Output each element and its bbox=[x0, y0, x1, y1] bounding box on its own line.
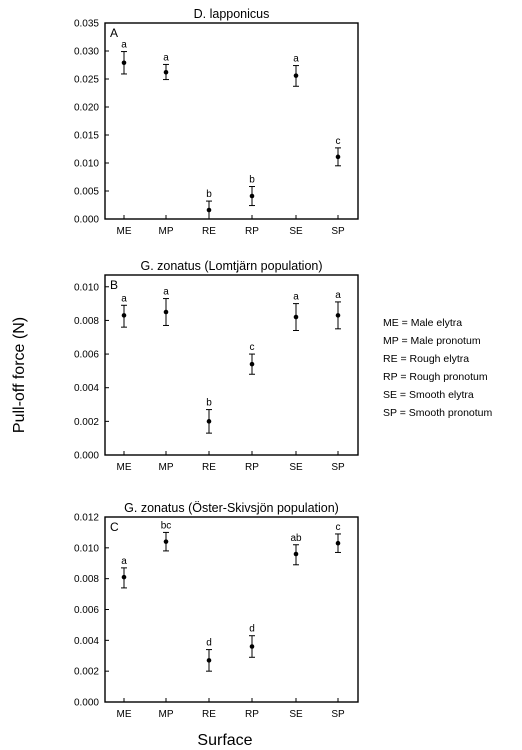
panel-title: G. zonatus (Öster-Skivsjön population) bbox=[124, 501, 339, 515]
panel-b: G. zonatus (Lomtjärn population) B 0.000 0.… bbox=[74, 259, 359, 473]
y-tick-label: 0.005 bbox=[74, 187, 99, 198]
y-tick-label: 0.010 bbox=[74, 282, 99, 293]
significance-letter: a bbox=[293, 54, 299, 65]
panel-title: G. zonatus (Lomtjärn population) bbox=[140, 259, 322, 273]
y-tick-label: 0.010 bbox=[74, 159, 99, 170]
x-tick-label: SE bbox=[289, 226, 303, 237]
significance-letter: ab bbox=[290, 533, 302, 544]
y-tick-label: 0.025 bbox=[74, 75, 99, 86]
legend-item: MP = Male pronotum bbox=[383, 335, 481, 347]
legend: ME = Male elytra MP = Male pronotum RE =… bbox=[383, 317, 492, 419]
panel-c: G. zonatus (Öster-Skivsjön population)C0… bbox=[74, 501, 359, 720]
panel-a: D. lapponicus A 0.000 0.005 0.010 0.015 0.020 0… bbox=[74, 7, 359, 237]
data-point bbox=[121, 60, 127, 66]
y-tick-label: 0.012 bbox=[74, 513, 99, 524]
x-tick-label: RE bbox=[202, 226, 216, 237]
data-point bbox=[249, 193, 255, 199]
x-tick-label: MP bbox=[159, 462, 174, 473]
y-tick-label: 0.004 bbox=[74, 383, 99, 394]
x-tick-label: MP bbox=[159, 709, 174, 720]
plot-frame bbox=[104, 516, 359, 703]
x-tick-label: RE bbox=[202, 462, 216, 473]
y-tick-label: 0.008 bbox=[74, 316, 99, 327]
y-tick-label: 0.030 bbox=[74, 47, 99, 58]
significance-letter: a bbox=[335, 290, 341, 301]
significance-letter: a bbox=[163, 52, 169, 63]
x-tick-label: RE bbox=[202, 709, 216, 720]
data-point bbox=[121, 313, 127, 318]
x-tick-label: SE bbox=[289, 709, 303, 720]
y-tick-label: 0.015 bbox=[74, 131, 99, 142]
significance-letter: b bbox=[249, 175, 255, 186]
data-point bbox=[249, 361, 255, 367]
x-tick-label: RP bbox=[245, 709, 259, 720]
data-point bbox=[206, 658, 212, 663]
x-tick-label: ME bbox=[117, 226, 132, 237]
data-point bbox=[206, 207, 212, 213]
data-point bbox=[335, 154, 341, 160]
data-point bbox=[335, 313, 341, 318]
legend-item: ME = Male elytra bbox=[383, 317, 462, 329]
plot-frame bbox=[104, 22, 359, 220]
y-tick-label: 0.000 bbox=[74, 451, 99, 462]
significance-letter: b bbox=[206, 189, 212, 200]
y-tick-label: 0.020 bbox=[74, 103, 99, 114]
significance-letter: d bbox=[249, 624, 255, 635]
chart-panels: D. lapponicus A 0.000 0.005 0.010 0.015 0.020 0… bbox=[74, 7, 359, 720]
data-point bbox=[293, 551, 299, 557]
data-point bbox=[163, 309, 169, 315]
x-tick-label: SP bbox=[331, 226, 345, 237]
significance-letter: c bbox=[336, 522, 341, 533]
significance-letter: c bbox=[336, 136, 341, 147]
data-point bbox=[293, 73, 299, 78]
panel-letter: C bbox=[110, 520, 119, 534]
significance-letter: a bbox=[163, 287, 169, 298]
legend-item: RP = Rough pronotum bbox=[383, 371, 488, 383]
x-tick-label: SP bbox=[331, 462, 345, 473]
significance-letter: b bbox=[206, 398, 212, 409]
x-tick-label: ME bbox=[117, 709, 132, 720]
y-tick-label: 0.006 bbox=[74, 350, 99, 361]
data-point bbox=[121, 574, 127, 580]
y-tick-label: 0.008 bbox=[74, 574, 99, 585]
y-tick-label: 0.002 bbox=[74, 417, 99, 428]
significance-letter: a bbox=[121, 293, 127, 304]
data-point bbox=[293, 314, 299, 320]
data-point bbox=[206, 419, 212, 424]
significance-letter: a bbox=[121, 40, 127, 51]
y-tick-label: 0.035 bbox=[74, 19, 99, 30]
y-tick-label: 0.006 bbox=[74, 605, 99, 616]
significance-letter: d bbox=[206, 638, 212, 649]
legend-item: SP = Smooth pronotum bbox=[383, 407, 492, 419]
x-tick-label: RP bbox=[245, 462, 259, 473]
y-tick-label: 0.000 bbox=[74, 215, 99, 226]
data-point bbox=[335, 540, 341, 546]
x-tick-label: MP bbox=[159, 226, 174, 237]
plot-frame bbox=[104, 274, 359, 456]
significance-letter: a bbox=[121, 556, 127, 567]
x-axis-label: Surface bbox=[197, 732, 252, 749]
data-point bbox=[163, 69, 169, 75]
x-tick-label: SP bbox=[331, 709, 345, 720]
significance-letter: bc bbox=[161, 520, 172, 531]
y-tick-label: 0.004 bbox=[74, 636, 99, 647]
panel-title: D. lapponicus bbox=[194, 7, 270, 21]
significance-letter: c bbox=[250, 342, 255, 353]
panel-letter: A bbox=[110, 26, 118, 40]
y-tick-label: 0.000 bbox=[74, 698, 99, 709]
legend-item: RE = Rough elytra bbox=[383, 353, 469, 365]
legend-item: SE = Smooth elytra bbox=[383, 389, 474, 401]
y-axis-label: Pull-off force (N) bbox=[11, 317, 28, 433]
panel-letter: B bbox=[110, 278, 118, 292]
y-tick-label: 0.010 bbox=[74, 543, 99, 554]
x-tick-label: SE bbox=[289, 462, 303, 473]
significance-letter: a bbox=[293, 292, 299, 303]
data-point bbox=[249, 644, 255, 649]
data-point bbox=[163, 539, 169, 544]
x-tick-label: RP bbox=[245, 226, 259, 237]
x-tick-label: ME bbox=[117, 462, 132, 473]
y-tick-label: 0.002 bbox=[74, 667, 99, 678]
